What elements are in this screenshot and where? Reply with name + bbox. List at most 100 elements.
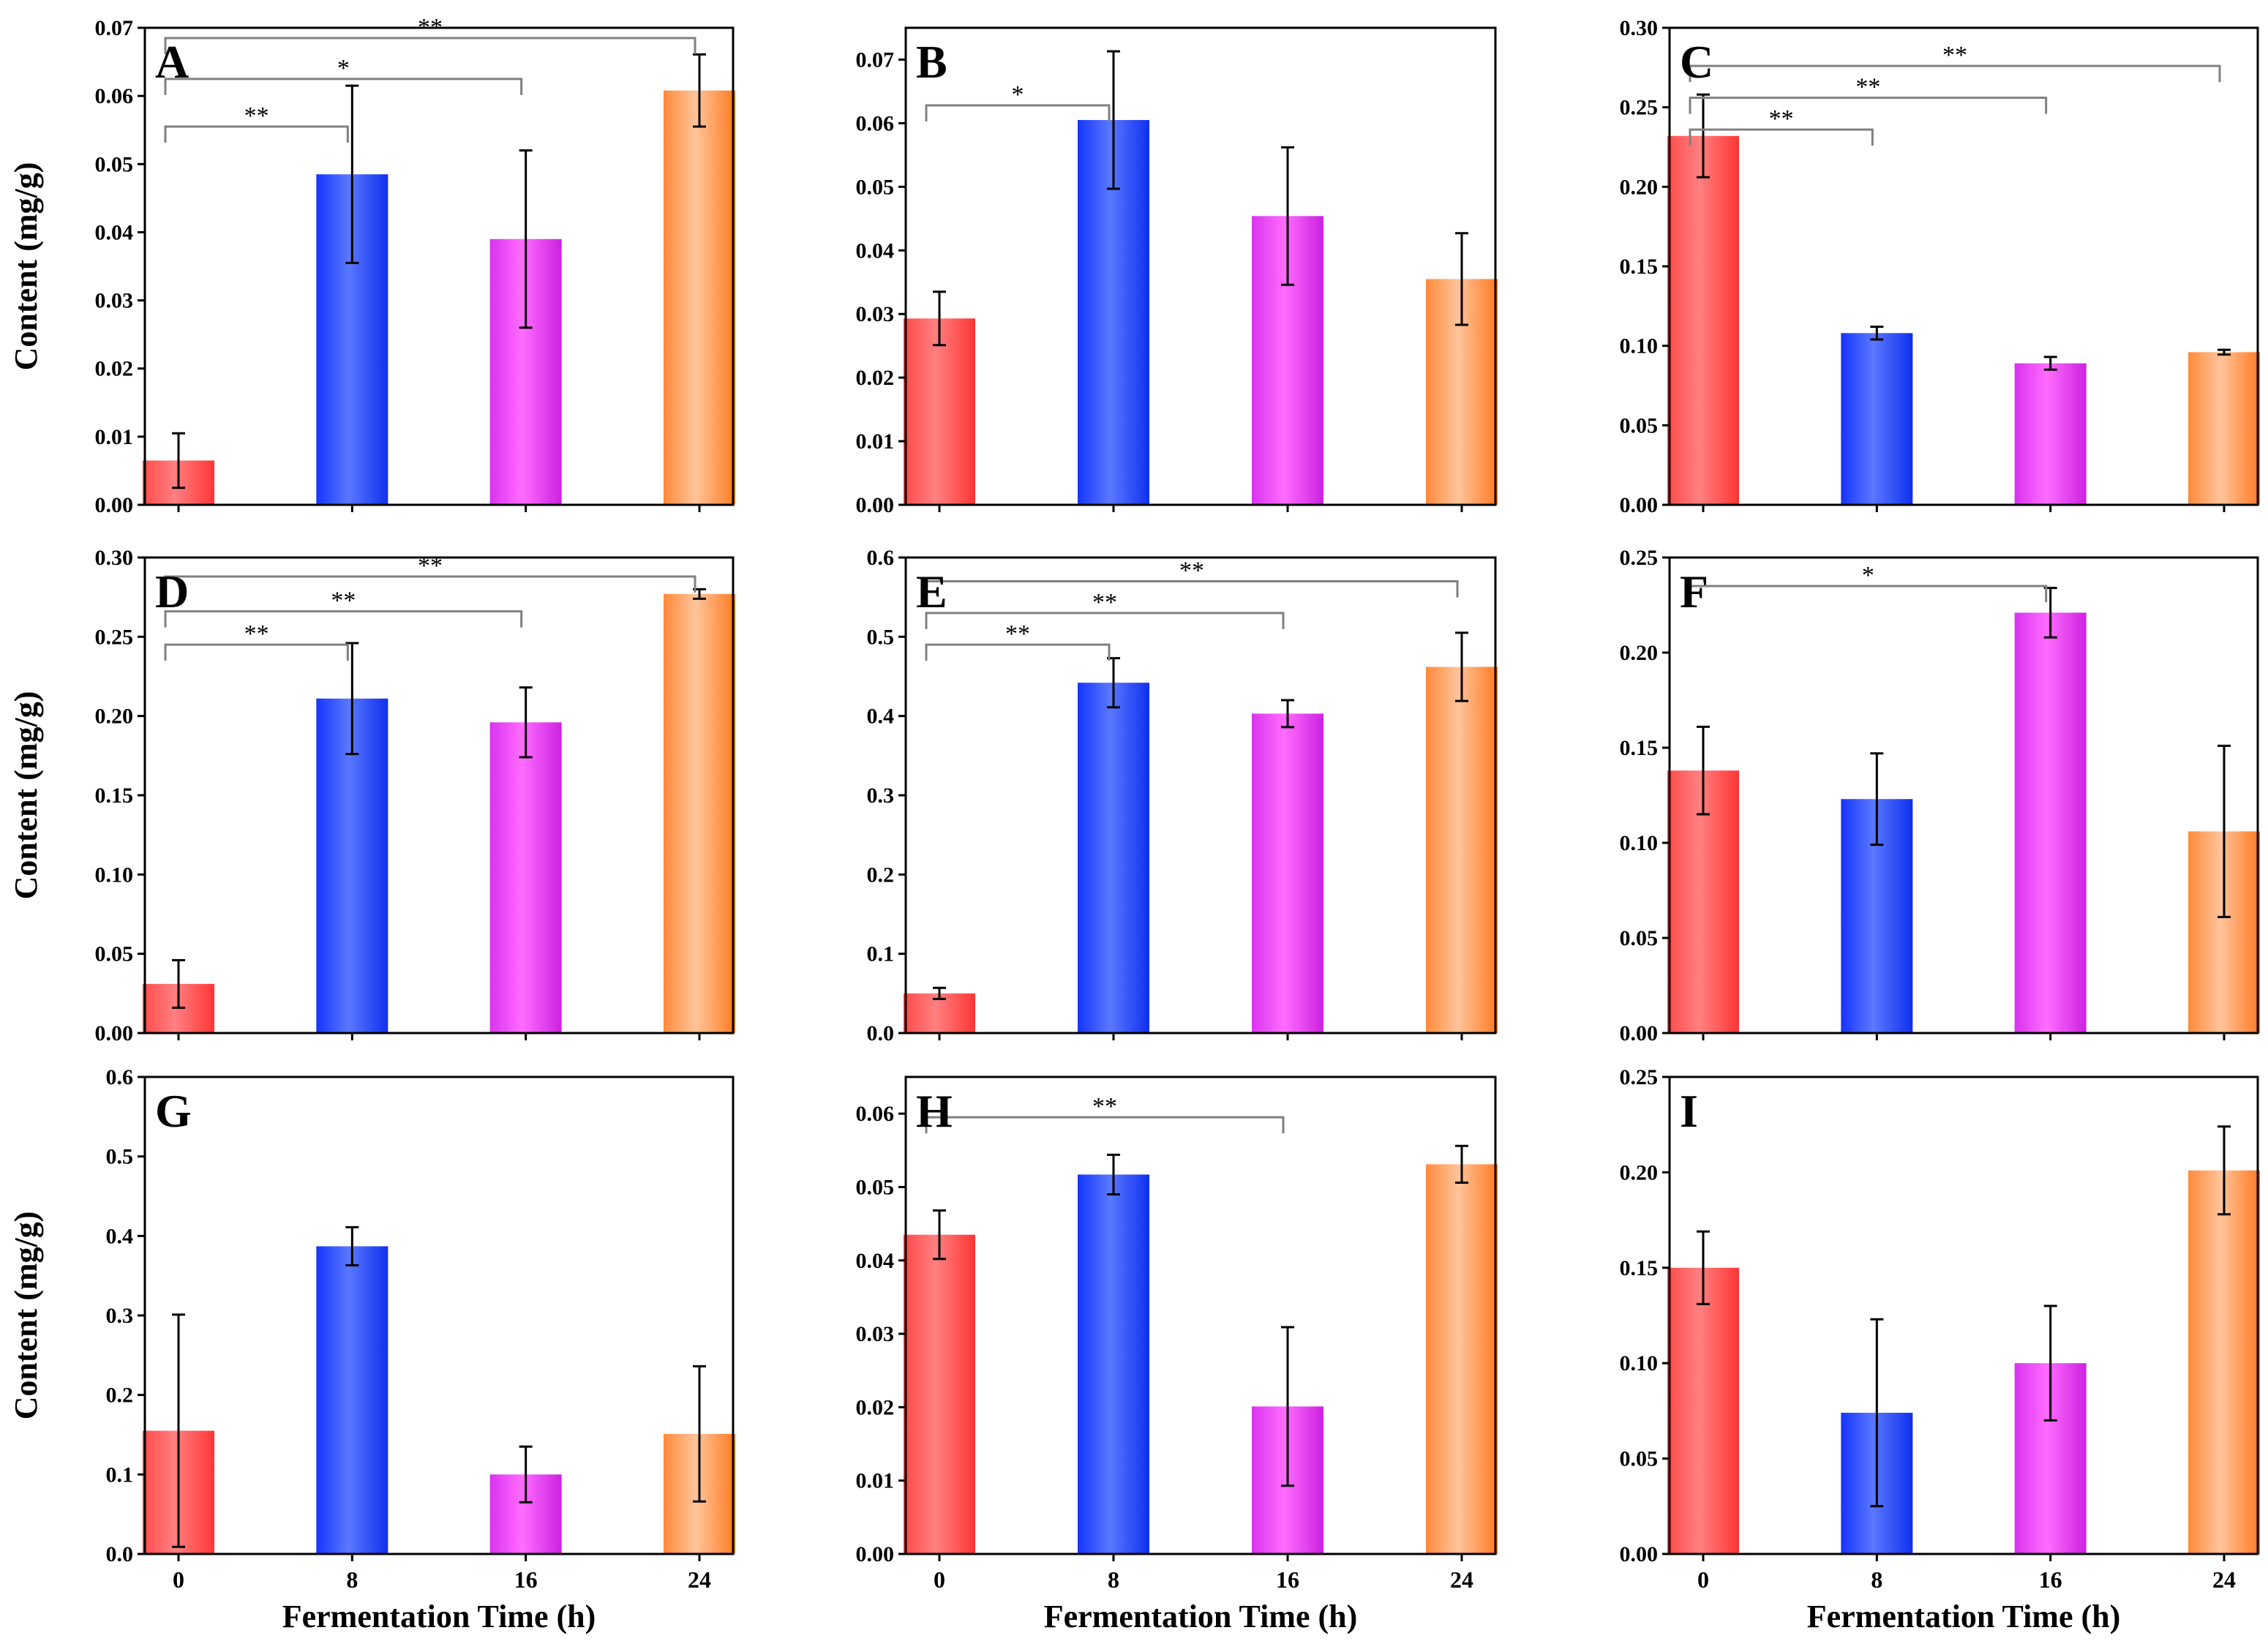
bar-F-16 — [2014, 612, 2087, 1033]
plot-frame-E — [904, 556, 1497, 1035]
y-tick-label: 0.05 — [1620, 413, 1659, 438]
plot-frame-H — [904, 1075, 1497, 1555]
x-tick-label: 0 — [934, 1566, 945, 1593]
error-bar-A-0 — [172, 432, 185, 489]
error-bar-H-0 — [933, 1209, 946, 1261]
error-bar-I-8 — [1870, 1318, 1884, 1508]
y-tick-label: 0.04 — [856, 239, 895, 263]
significance-bracket-E-0: ** — [925, 620, 1111, 661]
panel-letter-C: C — [1680, 36, 1713, 88]
significance-label: ** — [1942, 42, 1967, 69]
panel-letter-D: D — [155, 566, 189, 617]
y-tick-label: 0.03 — [856, 302, 895, 326]
significance-label: ** — [1855, 74, 1880, 101]
y-tick-label: 0.20 — [1620, 175, 1659, 199]
significance-label: ** — [1092, 589, 1117, 616]
error-bar-D-0 — [172, 958, 185, 1009]
significance-bracket-F-0: * — [1689, 562, 2048, 602]
y-tick-label: 0.25 — [1620, 546, 1659, 570]
y-tick-label: 0.05 — [1620, 926, 1659, 950]
plot-frame-F — [1668, 556, 2259, 1035]
y-tick-label: 0.20 — [1620, 1160, 1659, 1184]
y-tick-label: 0.10 — [1620, 1351, 1659, 1375]
y-tick-label: 0.10 — [95, 863, 134, 887]
y-tick-label: 0.04 — [856, 1249, 895, 1273]
y-tick-label: 0.2 — [867, 863, 895, 887]
bar-H-24 — [1426, 1164, 1498, 1554]
error-bar-G-16 — [519, 1445, 533, 1503]
y-tick-label: 0.01 — [856, 1469, 895, 1493]
x-tick-label: 16 — [514, 1566, 538, 1593]
y-tick-label: 0.25 — [95, 625, 134, 649]
significance-bracket-D-0: ** — [164, 620, 349, 661]
bar-C-8 — [1841, 333, 1913, 505]
error-bar-H-24 — [1455, 1144, 1468, 1184]
significance-bracket-A-2: ** — [164, 14, 696, 54]
x-tick-label: 0 — [173, 1566, 184, 1593]
y-tick-label: 0.15 — [95, 784, 134, 808]
x-tick-label: 8 — [1108, 1566, 1119, 1593]
error-bar-A-24 — [693, 53, 706, 128]
y-tick-label: 0.06 — [856, 111, 895, 135]
y-tick-label: 0.04 — [95, 220, 134, 244]
y-tick-label: 0.6 — [106, 1065, 134, 1089]
error-bar-E-16 — [1281, 699, 1294, 729]
error-bar-A-8 — [345, 84, 359, 264]
x-tick-label: 16 — [1276, 1566, 1299, 1593]
error-bar-G-8 — [345, 1225, 359, 1267]
y-tick-label: 0.20 — [1620, 641, 1659, 665]
chart-panel-G: 0.0 0.1 0.2 0.3 0.4 0.5 0.6 0 8 16 24 G Content (mg/… — [8, 1065, 735, 1634]
significance-bracket-A-0: ** — [164, 102, 349, 143]
bar-H-8 — [1078, 1174, 1149, 1554]
error-bar-I-0 — [1697, 1230, 1710, 1305]
error-bar-E-0 — [933, 986, 946, 1000]
y-tick-label: 0.25 — [1620, 96, 1659, 120]
y-tick-label: 0.05 — [95, 152, 134, 176]
x-tick-label: 24 — [2212, 1566, 2236, 1593]
x-tick-label: 16 — [2039, 1566, 2062, 1593]
x-axis-title: Fermentation Time (h) — [282, 1599, 596, 1634]
bar-C-24 — [2188, 352, 2260, 505]
error-bar-D-8 — [345, 642, 359, 756]
y-tick-label: 0.3 — [867, 784, 895, 808]
chart-panel-E: ** ** ** 0.0 0.1 0.2 0.3 0.4 0.5 0.6 E — [867, 546, 1498, 1045]
y-tick-label: 0.00 — [856, 1542, 895, 1566]
error-bar-H-16 — [1281, 1326, 1294, 1487]
panel-letter-B: B — [916, 36, 947, 88]
plot-frame-C — [1668, 26, 2259, 506]
significance-bracket-A-1: * — [164, 55, 523, 95]
panel-letter-E: E — [916, 566, 947, 617]
significance-bracket-D-1: ** — [164, 587, 523, 628]
x-axis-title: Fermentation Time (h) — [1807, 1599, 2121, 1634]
significance-label: ** — [1769, 105, 1794, 132]
y-tick-label: 0.0 — [867, 1021, 895, 1045]
y-tick-label: 0.05 — [856, 1175, 895, 1199]
x-axis-title: Fermentation Time (h) — [1044, 1599, 1358, 1634]
panel-letter-H: H — [916, 1085, 953, 1137]
error-bar-B-24 — [1455, 232, 1468, 326]
error-bar-C-24 — [2218, 348, 2231, 356]
plot-frame-A — [143, 26, 735, 506]
significance-bracket-E-1: ** — [925, 589, 1285, 629]
y-tick-label: 0.20 — [95, 705, 134, 729]
y-tick-label: 0.06 — [856, 1102, 895, 1126]
significance-bracket-C-2: ** — [1689, 42, 2221, 83]
x-tick-label: 24 — [688, 1566, 711, 1593]
significance-label: ** — [1092, 1093, 1117, 1120]
y-tick-label: 0.25 — [1620, 1065, 1659, 1089]
chart-panel-C: ** ** ** 0.00 0.05 0.10 0.15 0.20 0.25 0.30 C — [1620, 16, 2260, 517]
significance-bracket-C-1: ** — [1689, 74, 2048, 114]
error-bar-F-8 — [1870, 752, 1884, 846]
significance-label: * — [1862, 562, 1874, 589]
error-bar-H-8 — [1107, 1153, 1120, 1195]
y-tick-label: 0.01 — [856, 429, 895, 454]
panel-letter-I: I — [1680, 1085, 1698, 1137]
error-bar-A-16 — [519, 149, 533, 329]
y-tick-label: 0.30 — [95, 546, 134, 570]
bar-G-8 — [316, 1246, 388, 1554]
y-axis-title: Content (mg/g) — [8, 162, 44, 371]
plot-frame-I — [1668, 1075, 2259, 1555]
bar-A-24 — [664, 90, 735, 506]
y-tick-label: 0.00 — [1620, 1021, 1659, 1045]
y-tick-label: 0.4 — [106, 1224, 134, 1248]
